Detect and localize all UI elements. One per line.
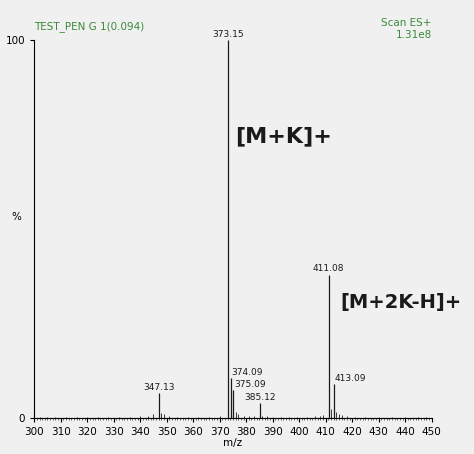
Text: 385.12: 385.12 xyxy=(244,393,275,402)
Text: 375.09: 375.09 xyxy=(234,380,265,389)
X-axis label: m/z: m/z xyxy=(223,439,243,449)
Text: 347.13: 347.13 xyxy=(143,383,175,392)
Text: [M+K]+: [M+K]+ xyxy=(236,126,332,146)
Text: TEST_PEN G 1(0.094): TEST_PEN G 1(0.094) xyxy=(34,21,145,32)
Text: 374.09: 374.09 xyxy=(231,368,263,377)
Text: [M+2K-H]+: [M+2K-H]+ xyxy=(340,293,462,312)
Text: 411.08: 411.08 xyxy=(313,264,344,273)
Text: 413.09: 413.09 xyxy=(335,374,366,383)
Text: Scan ES+: Scan ES+ xyxy=(381,18,432,28)
Text: 1.31e8: 1.31e8 xyxy=(395,30,432,39)
Y-axis label: %: % xyxy=(11,212,21,222)
Text: 373.15: 373.15 xyxy=(212,30,244,39)
